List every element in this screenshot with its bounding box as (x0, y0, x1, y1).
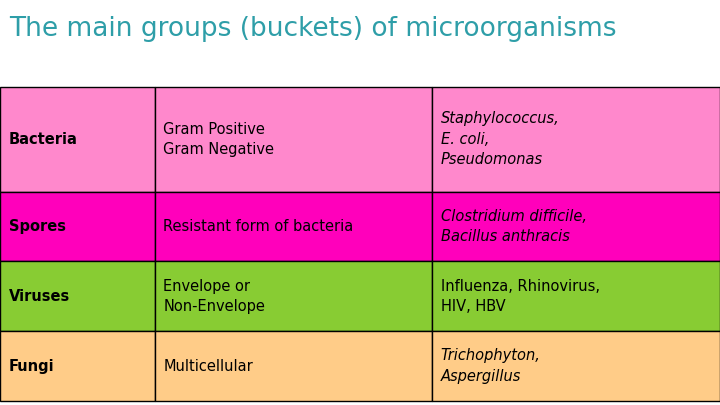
Text: Gram Positive
Gram Negative: Gram Positive Gram Negative (163, 122, 274, 157)
Bar (432, 192, 720, 262)
Text: Staphylococcus,
E. coli,
Pseudomonas: Staphylococcus, E. coli, Pseudomonas (441, 111, 559, 167)
Text: Influenza, Rhinovirus,
HIV, HBV: Influenza, Rhinovirus, HIV, HBV (441, 279, 600, 314)
Text: Envelope or
Non-Envelope: Envelope or Non-Envelope (163, 279, 265, 314)
Text: Fungi: Fungi (9, 358, 54, 373)
Text: Clostridium difficile,
Bacillus anthracis: Clostridium difficile, Bacillus anthraci… (441, 209, 587, 244)
Bar (0, 262, 155, 331)
Bar (432, 87, 720, 192)
Text: The main groups (buckets) of microorganisms: The main groups (buckets) of microorgani… (9, 16, 616, 42)
Bar (155, 262, 432, 331)
Bar (432, 331, 720, 401)
Text: Resistant form of bacteria: Resistant form of bacteria (163, 219, 354, 234)
Bar (432, 262, 720, 331)
Text: Trichophyton,
Aspergillus: Trichophyton, Aspergillus (441, 348, 541, 384)
Bar (155, 192, 432, 262)
Bar (0, 192, 155, 262)
Text: Viruses: Viruses (9, 289, 70, 304)
Bar (0, 87, 155, 192)
Bar (0, 331, 155, 401)
Bar (155, 87, 432, 192)
Text: Bacteria: Bacteria (9, 132, 78, 147)
Text: Multicellular: Multicellular (163, 358, 253, 373)
Text: Spores: Spores (9, 219, 66, 234)
Bar (155, 331, 432, 401)
